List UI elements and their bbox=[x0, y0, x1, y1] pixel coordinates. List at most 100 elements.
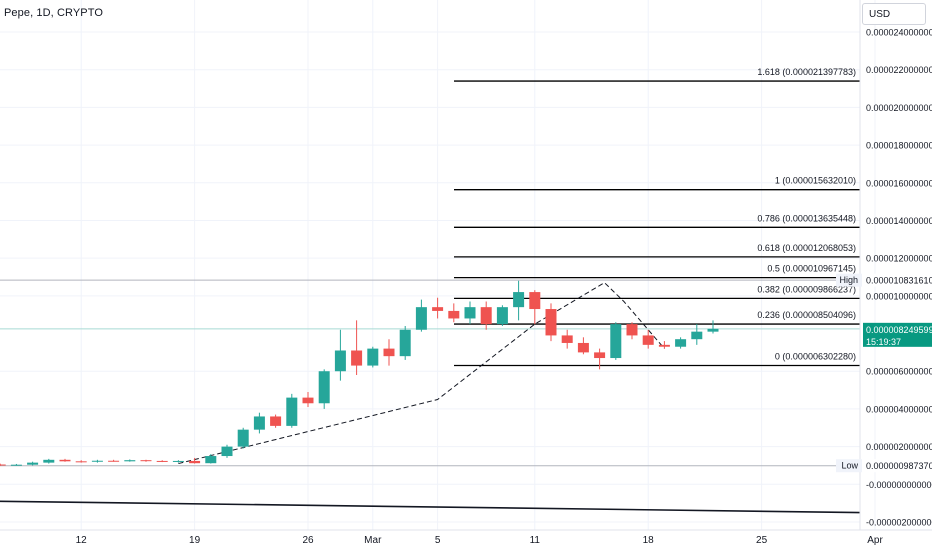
y-tick-label: 0.000004000000 bbox=[866, 404, 932, 414]
x-tick-label: Mar bbox=[364, 535, 382, 546]
fib-level-label: 1 (0.000015632010) bbox=[775, 176, 856, 186]
candle-body bbox=[513, 292, 525, 308]
candle-body bbox=[351, 350, 363, 366]
candle-body bbox=[27, 462, 39, 465]
candle-body bbox=[545, 309, 557, 336]
candle-body bbox=[156, 460, 168, 462]
candle-body bbox=[367, 348, 379, 366]
x-tick-label: 12 bbox=[76, 535, 88, 546]
fibonacci-levels[interactable]: 1.618 (0.000021397783) 1 (0.000015632010)… bbox=[454, 67, 860, 367]
y-tick-label: 0.000010000000 bbox=[866, 291, 932, 301]
y-tick-label: 0.000016000000 bbox=[866, 178, 932, 188]
candle-body bbox=[529, 292, 541, 310]
candle-body bbox=[140, 460, 152, 462]
candle-body bbox=[0, 464, 6, 466]
candle-body bbox=[691, 331, 703, 340]
candle-body bbox=[302, 397, 314, 404]
candle-body bbox=[75, 461, 87, 463]
trend-lines[interactable] bbox=[0, 282, 861, 514]
candle-body bbox=[448, 310, 460, 319]
y-tick-label: -0.000000000000 bbox=[866, 480, 932, 490]
y-tick-label: -0.000002000000 bbox=[866, 518, 932, 528]
fib-level-label: 0.618 (0.000012068053) bbox=[757, 243, 856, 253]
candle-body bbox=[577, 342, 589, 353]
candle-body bbox=[270, 416, 282, 426]
current-price-tag: 15:19:37 bbox=[866, 337, 901, 347]
low-price-tag-box bbox=[863, 459, 932, 473]
candle-body bbox=[334, 350, 346, 372]
candle-body bbox=[399, 329, 411, 357]
candle-body bbox=[237, 429, 249, 447]
candle-body bbox=[253, 416, 265, 430]
y-tick-label: 0.000006000000 bbox=[866, 367, 932, 377]
y-tick-label: 0.000024000000 bbox=[866, 28, 932, 38]
candle-body bbox=[318, 371, 330, 404]
price-axis[interactable]: 0.000024000000 0.000022000000 0.0000200000… bbox=[0, 0, 932, 531]
candle-body bbox=[59, 459, 71, 462]
high-price-tag: 0.000010831610 bbox=[866, 276, 932, 286]
x-tick-label: 5 bbox=[435, 535, 441, 546]
y-tick-label: 0.000022000000 bbox=[866, 65, 932, 75]
y-tick-label: 0.000020000000 bbox=[866, 103, 932, 113]
time-axis[interactable]: 121926Mar5111825Apr8 bbox=[76, 535, 932, 546]
candle-body bbox=[172, 460, 184, 462]
x-tick-label: 26 bbox=[302, 535, 314, 546]
fib-level-label: 0.236 (0.000008504096) bbox=[757, 310, 856, 320]
candlestick-series[interactable] bbox=[0, 280, 719, 466]
x-tick-label: 11 bbox=[530, 535, 541, 546]
candle-body bbox=[10, 464, 22, 466]
candle-body bbox=[189, 460, 201, 464]
candle-body bbox=[496, 307, 508, 325]
candle-body bbox=[594, 352, 606, 359]
low-badge: Low bbox=[841, 461, 858, 471]
fib-level-label: 0.786 (0.000013635448) bbox=[757, 213, 856, 223]
trend-line bbox=[0, 500, 861, 514]
candle-body bbox=[464, 307, 476, 319]
y-tick-label: 0.000018000000 bbox=[866, 141, 932, 151]
current-price-tag: 0.000008249599 bbox=[866, 325, 932, 335]
grid-lines bbox=[0, 0, 876, 530]
x-tick-label: Apr bbox=[867, 535, 883, 546]
candle-body bbox=[124, 460, 136, 462]
candle-body bbox=[43, 459, 55, 463]
candle-body bbox=[415, 307, 427, 330]
current-price-tag-box bbox=[863, 322, 932, 347]
candle-body bbox=[610, 324, 622, 359]
y-tick-label: 0.000002000000 bbox=[866, 442, 932, 452]
candle-body bbox=[221, 446, 233, 457]
price-labels: 0.000010831610 0.000000987370 0.0000082495… bbox=[836, 273, 932, 473]
candle-body bbox=[286, 397, 298, 426]
fib-swing-dashed-line bbox=[178, 282, 665, 465]
candle-body bbox=[561, 335, 573, 343]
fib-level-label: 0 (0.000006302280) bbox=[775, 352, 856, 362]
low-price-tag: 0.000000987370 bbox=[866, 461, 932, 471]
candle-body bbox=[675, 339, 687, 347]
candle-body bbox=[480, 307, 492, 325]
candle-body bbox=[658, 344, 670, 347]
x-tick-label: 18 bbox=[643, 535, 655, 546]
y-tick-label: 0.000014000000 bbox=[866, 216, 932, 226]
candle-body bbox=[642, 335, 654, 345]
high-badge-box bbox=[836, 273, 862, 287]
candle-body bbox=[383, 348, 395, 357]
low-badge-box bbox=[836, 459, 862, 473]
fib-level-label: 0.5 (0.000010967145) bbox=[767, 264, 856, 274]
high-badge: High bbox=[839, 275, 858, 285]
candle-body bbox=[205, 456, 217, 464]
candle-body bbox=[91, 460, 103, 462]
high-low-lines bbox=[0, 279, 860, 467]
chart-title: Pepe, 1D, CRYPTO bbox=[4, 7, 104, 19]
x-tick-label: 25 bbox=[756, 535, 768, 546]
candle-body bbox=[626, 324, 638, 336]
y-tick-label: 0.000012000000 bbox=[866, 254, 932, 264]
candle-body bbox=[108, 460, 120, 462]
x-tick-label: 19 bbox=[189, 535, 201, 546]
currency-button[interactable]: USD bbox=[862, 3, 926, 25]
fib-level-label: 1.618 (0.000021397783) bbox=[757, 67, 856, 77]
high-price-tag-box bbox=[863, 273, 932, 287]
fib-level-label: 0.382 (0.000009866237) bbox=[757, 284, 856, 294]
candle-body bbox=[432, 307, 444, 311]
candle-body bbox=[707, 328, 719, 332]
